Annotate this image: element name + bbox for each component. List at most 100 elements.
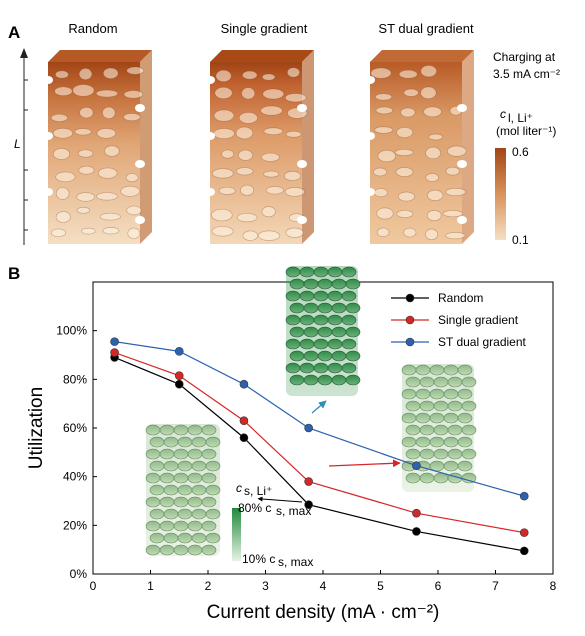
- edge-hole: [43, 188, 53, 196]
- length-label: L: [14, 137, 21, 151]
- electrode-single-gradient: [205, 50, 314, 244]
- series-line-single-gradient: [114, 352, 525, 534]
- x-axis-title: Current density (mA · cm⁻²): [207, 602, 440, 623]
- particle: [289, 278, 305, 290]
- data-point: [174, 347, 184, 356]
- edge-hole: [135, 160, 145, 168]
- pore-shape: [283, 170, 302, 181]
- particle: [145, 520, 161, 532]
- pore-shape: [55, 187, 70, 200]
- pore-shape: [125, 173, 139, 183]
- particle: [299, 362, 315, 374]
- pore-shape: [52, 127, 73, 139]
- charging-condition-line1: Charging at: [493, 50, 556, 64]
- particle: [415, 412, 431, 424]
- particle: [177, 532, 193, 544]
- column-title-random: Random: [68, 21, 117, 36]
- particle: [173, 424, 189, 436]
- particle: [345, 350, 361, 362]
- edge-hole: [43, 132, 53, 140]
- particle: [201, 496, 217, 508]
- particle: [443, 436, 459, 448]
- pore-shape: [423, 106, 442, 118]
- pore-shape: [284, 93, 307, 103]
- utilization-chart: 0 1 2 3 4 5 6 7 8 0% 20% 40% 60% 80% 100% Current den…: [26, 266, 557, 623]
- edge-hole: [297, 104, 307, 112]
- particle: [159, 520, 175, 532]
- electrode-random: [43, 50, 152, 244]
- particle: [331, 302, 347, 314]
- particle: [299, 314, 315, 326]
- pore-shape: [76, 192, 95, 202]
- particle: [187, 472, 203, 484]
- pore-shape: [375, 93, 393, 101]
- particle: [405, 472, 421, 484]
- particle: [457, 388, 473, 400]
- pore-shape: [218, 186, 236, 195]
- data-point: [174, 371, 184, 380]
- data-point: [304, 500, 313, 509]
- pore-shape: [74, 128, 92, 136]
- particle: [331, 374, 347, 386]
- series-line-st-dual-gradient: [114, 341, 525, 497]
- particle: [187, 496, 203, 508]
- legend-label: Single gradient: [438, 313, 519, 327]
- x-tick-label: 4: [320, 579, 327, 593]
- particle: [191, 532, 207, 544]
- edge-hole: [205, 76, 215, 84]
- particle: [289, 350, 305, 362]
- data-point: [412, 508, 421, 518]
- particle: [285, 290, 301, 302]
- particle: [327, 338, 343, 350]
- particle: [205, 484, 221, 496]
- particle: [447, 424, 463, 436]
- pore-shape: [123, 90, 144, 99]
- pore-shape: [428, 133, 443, 141]
- y-tick-label: 40%: [63, 470, 87, 484]
- pore-shape: [262, 88, 285, 100]
- pore-shape: [126, 66, 145, 75]
- particle: [419, 472, 435, 484]
- edge-hole: [135, 104, 145, 112]
- data-point: [174, 379, 184, 389]
- particle: [187, 448, 203, 460]
- pore-shape: [263, 127, 284, 136]
- edge-hole: [365, 132, 375, 140]
- particle: [341, 290, 357, 302]
- pore-shape: [221, 149, 235, 159]
- pore-shape: [396, 209, 414, 218]
- pore-shape: [442, 210, 463, 218]
- pore-shape: [211, 168, 234, 179]
- pore-shape: [104, 145, 120, 157]
- colorbar-min-label: 0.1: [512, 233, 529, 247]
- particle: [447, 448, 463, 460]
- particle: [317, 350, 333, 362]
- particle: [173, 544, 189, 556]
- colorbar-solid-max-sub: s, max: [276, 504, 311, 518]
- particle: [415, 364, 431, 376]
- electrode-st-dual-gradient: [365, 50, 474, 244]
- x-axis: 0 1 2 3 4 5 6 7 8: [90, 570, 557, 593]
- pore-shape: [395, 167, 414, 178]
- colorbar-solid-subscript: s, Li⁺: [244, 484, 272, 498]
- pore-shape: [50, 113, 68, 122]
- pore-shape: [123, 113, 141, 122]
- pore-shape: [55, 211, 71, 223]
- particle: [461, 400, 477, 412]
- particle: [145, 448, 161, 460]
- charging-condition-line2: 3.5 mA cm⁻²: [493, 67, 560, 81]
- arrow-random-inset: [257, 496, 303, 503]
- particle: [149, 460, 165, 472]
- particle: [433, 376, 449, 388]
- particle: [429, 412, 445, 424]
- particle: [457, 460, 473, 472]
- particle: [191, 460, 207, 472]
- particle: [303, 350, 319, 362]
- particle: [201, 520, 217, 532]
- pore-shape: [420, 86, 437, 100]
- particle: [285, 266, 301, 278]
- data-point: [239, 433, 249, 443]
- particle: [303, 374, 319, 386]
- particle: [289, 302, 305, 314]
- data-point: [519, 491, 529, 501]
